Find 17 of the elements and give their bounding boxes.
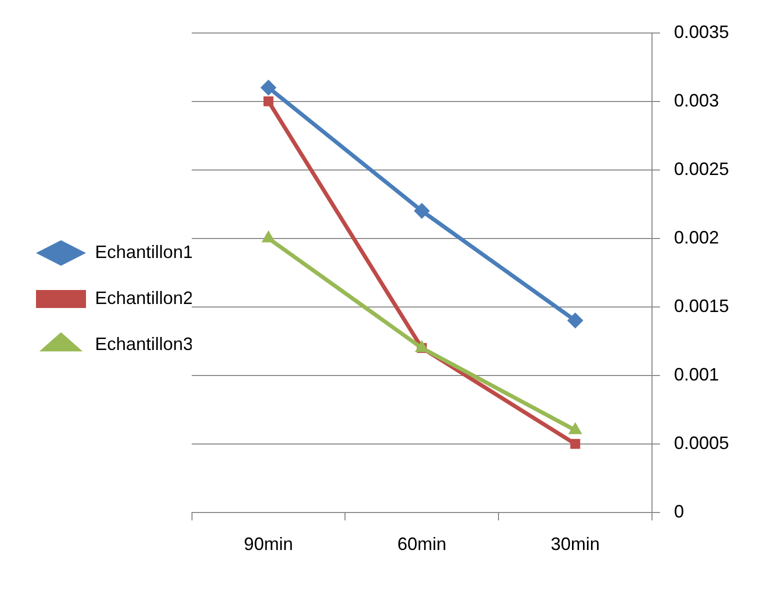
point — [570, 438, 580, 449]
y-tick-label: 0.0035 — [674, 22, 730, 42]
y-tick-label: 0.0005 — [674, 432, 730, 453]
point — [567, 312, 584, 329]
y-tick-label: 0.002 — [674, 227, 719, 248]
point — [264, 96, 274, 106]
point — [260, 80, 276, 96]
x-tick-label: 30min — [550, 534, 600, 554]
x-tick-label: 90min — [244, 534, 293, 554]
legend-label: Echantillon2 — [95, 288, 194, 308]
y-tick-label: 0.003 — [674, 90, 719, 110]
y-tick-label: 0.0015 — [674, 296, 730, 316]
y-tick-label: 0 — [674, 501, 684, 522]
point — [414, 202, 430, 219]
y-tick-label: 0.0025 — [674, 158, 730, 179]
y-tick-label: 0.001 — [674, 364, 719, 384]
x-tick-label: 60min — [397, 534, 446, 554]
